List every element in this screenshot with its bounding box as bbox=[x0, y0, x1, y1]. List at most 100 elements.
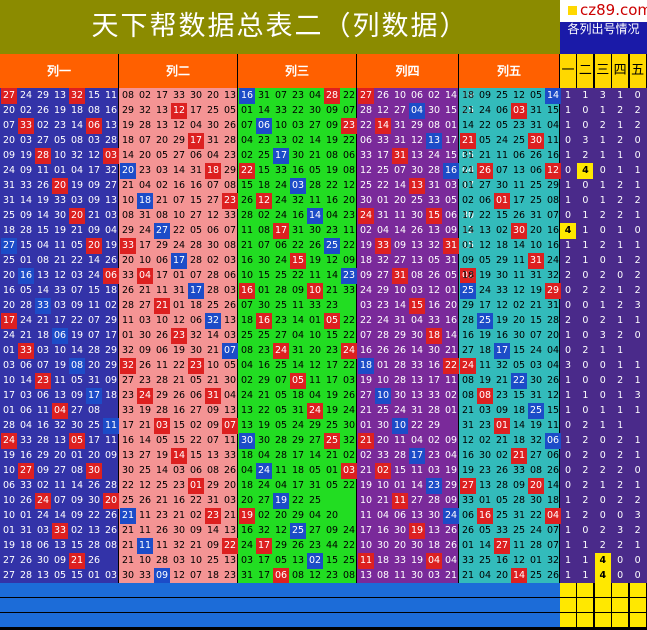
number-cell: 21 bbox=[495, 435, 509, 446]
number-cell: 24 bbox=[307, 403, 323, 419]
number-cell: 19 bbox=[172, 345, 186, 356]
number-cell: 24 bbox=[2, 330, 16, 341]
number-cell: 09 bbox=[70, 510, 84, 521]
status-cell: 1 bbox=[582, 570, 589, 581]
number-cell: 18 bbox=[291, 390, 305, 401]
number-cell: 01 bbox=[529, 555, 543, 566]
number-cell: 16 bbox=[291, 210, 305, 221]
number-cell: 44 bbox=[325, 540, 339, 551]
number-cell: 11 bbox=[291, 300, 305, 311]
status-cell: 1 bbox=[634, 540, 641, 551]
number-cell: 33 bbox=[53, 195, 67, 206]
number-cell: 27 bbox=[410, 495, 424, 506]
number-cell: 28 bbox=[35, 148, 51, 164]
number-cell: 03 bbox=[103, 148, 119, 164]
number-cell: 21 bbox=[461, 105, 475, 116]
number-cell: 30 bbox=[53, 210, 67, 221]
number-cell: 19 bbox=[104, 240, 118, 251]
number-cell: 25 bbox=[274, 270, 288, 281]
number-cell: 24 bbox=[35, 493, 51, 509]
number-cell: 14 bbox=[206, 525, 220, 536]
number-cell: 23 bbox=[171, 328, 187, 344]
number-cell: 10 bbox=[375, 388, 391, 404]
number-cell: 01 bbox=[359, 420, 373, 431]
number-cell: 20 bbox=[120, 163, 136, 179]
empty-cell bbox=[187, 598, 204, 612]
number-cell: 18 bbox=[240, 315, 254, 326]
status-cell: 1 bbox=[634, 240, 641, 251]
number-cell: 26 bbox=[461, 525, 475, 536]
number-cell: 19 bbox=[478, 270, 492, 281]
number-cell: 28 bbox=[461, 315, 475, 326]
number-cell: 01 bbox=[188, 478, 204, 494]
number-cell: 32 bbox=[70, 150, 84, 161]
status-cell: 0 bbox=[599, 390, 606, 401]
number-cell: 33 bbox=[376, 135, 390, 146]
number-cell: 28 bbox=[189, 255, 203, 266]
number-cell: 17 bbox=[155, 270, 169, 281]
number-cell: 21 bbox=[444, 570, 458, 581]
number-cell: 33 bbox=[223, 450, 237, 461]
status-header-5: 五 bbox=[629, 54, 646, 88]
number-cell: 08 bbox=[546, 195, 560, 206]
number-cell: 09 bbox=[359, 270, 373, 281]
number-cell: 04 bbox=[478, 570, 492, 581]
number-cell: 17 bbox=[155, 90, 169, 101]
number-cell: 23 bbox=[342, 210, 356, 221]
status-cell: 1 bbox=[564, 435, 572, 446]
status-cell: 0 bbox=[582, 525, 589, 536]
status-cell: 2 bbox=[564, 255, 572, 266]
status-cell: 1 bbox=[599, 405, 606, 416]
empty-cell bbox=[51, 598, 68, 612]
empty-cell bbox=[238, 598, 255, 612]
number-cell: 12 bbox=[87, 150, 101, 161]
number-cell: 24 bbox=[443, 508, 459, 524]
number-cell: 29 bbox=[427, 420, 441, 431]
number-cell: 17 bbox=[257, 555, 271, 566]
number-cell: 03 bbox=[36, 345, 50, 356]
number-cell: 30 bbox=[427, 105, 441, 116]
empty-cell bbox=[527, 613, 544, 627]
status-cell: 1 bbox=[564, 180, 572, 191]
status-cell: 1 bbox=[599, 195, 606, 206]
number-cell: 05 bbox=[223, 105, 237, 116]
number-cell: 17 bbox=[138, 240, 152, 251]
status-cell: 4 bbox=[577, 163, 594, 179]
number-cell: 06 bbox=[546, 450, 560, 461]
number-cell: 05 bbox=[274, 555, 288, 566]
number-cell: 21 bbox=[53, 255, 67, 266]
number-cell: 20 bbox=[2, 135, 16, 146]
status-cell: 0 bbox=[582, 360, 589, 371]
empty-cell bbox=[102, 613, 119, 627]
number-cell: 10 bbox=[53, 150, 67, 161]
empty-cell bbox=[136, 598, 153, 612]
status-cell: 2 bbox=[582, 465, 589, 476]
number-cell: 19 bbox=[308, 255, 322, 266]
number-cell: 03 bbox=[223, 255, 237, 266]
empty-cell bbox=[391, 613, 408, 627]
number-cell: 26 bbox=[393, 345, 407, 356]
number-cell: 22 bbox=[511, 373, 527, 389]
number-cell: 31 bbox=[308, 480, 322, 491]
empty-cell bbox=[357, 583, 374, 597]
number-cell: 14 bbox=[70, 120, 84, 131]
empty-cell bbox=[85, 598, 102, 612]
number-cell: 14 bbox=[36, 210, 50, 221]
number-cell: 28 bbox=[427, 165, 441, 176]
number-cell: 14 bbox=[87, 255, 101, 266]
number-cell: 14 bbox=[410, 345, 424, 356]
number-cell: 11 bbox=[393, 210, 407, 221]
number-cell: 03 bbox=[36, 525, 50, 536]
number-cell: 12 bbox=[359, 165, 373, 176]
number-cell: 32 bbox=[546, 270, 560, 281]
status-cell: 0 bbox=[617, 270, 624, 281]
number-cell: 26 bbox=[512, 210, 526, 221]
number-cell: 02 bbox=[478, 435, 492, 446]
number-cell: 06 bbox=[273, 568, 289, 584]
logo[interactable]: cz89.com bbox=[560, 0, 647, 22]
number-cell: 14 bbox=[444, 330, 458, 341]
number-cell: 29 bbox=[546, 180, 560, 191]
number-cell: 19 bbox=[529, 285, 543, 296]
status-cell: 2 bbox=[617, 210, 624, 221]
number-cell: 10 bbox=[393, 90, 407, 101]
